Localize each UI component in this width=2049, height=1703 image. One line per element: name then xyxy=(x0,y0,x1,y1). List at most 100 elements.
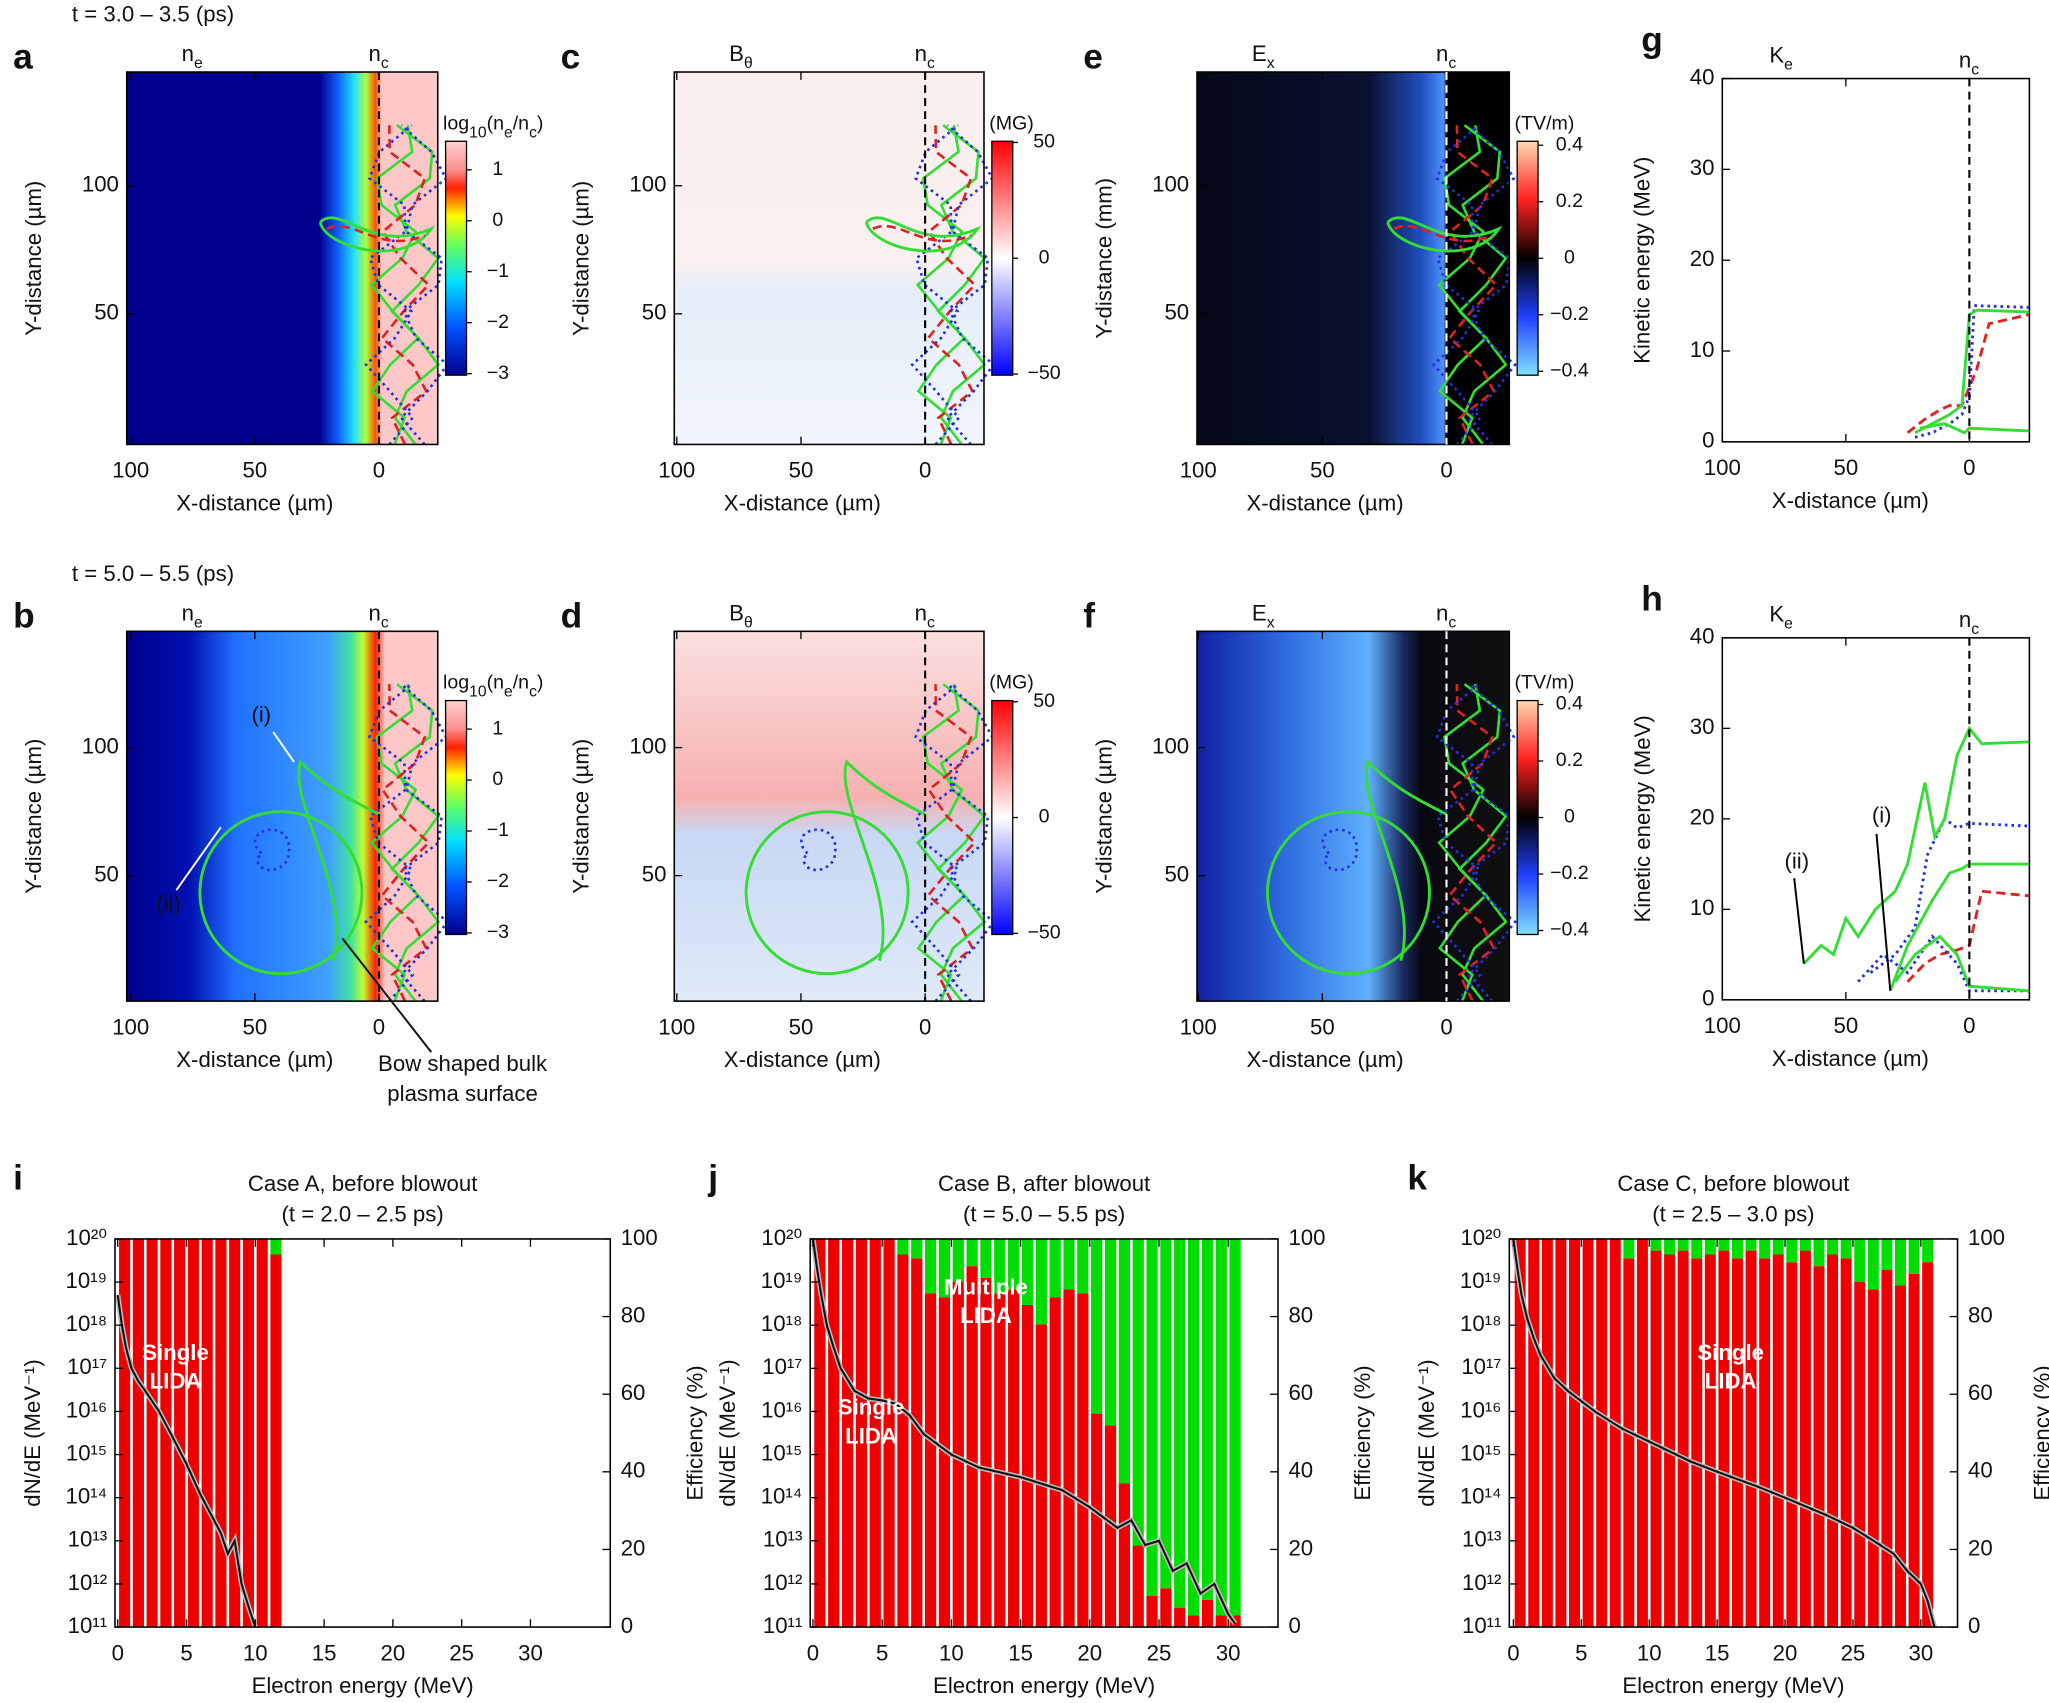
trace xyxy=(1857,934,2029,993)
trajectory xyxy=(800,828,837,872)
efficiency-bar xyxy=(1799,1250,1811,1628)
efficiency-bar xyxy=(1118,1238,1130,1484)
y-tick-label: 0 xyxy=(1288,1613,1300,1638)
efficiency-bar xyxy=(966,1238,978,1267)
trace xyxy=(1869,816,2029,974)
colorbar-tick-label: 0.4 xyxy=(1556,133,1583,155)
y-tick-label: 30 xyxy=(1690,714,1715,739)
y-tick-label: 40 xyxy=(621,1458,646,1483)
trajectory xyxy=(910,124,961,446)
y-axis-label: Y-distance (µm) xyxy=(21,181,46,336)
efficiency-bar xyxy=(1799,1238,1811,1251)
annotation: Bow shaped bulk xyxy=(378,1051,548,1076)
annotation: Single xyxy=(1697,1340,1764,1365)
chart-title: Case B, after blowout xyxy=(938,1171,1150,1196)
y-tick-label: 10¹⁸ xyxy=(1460,1311,1501,1336)
colorbar-tick-label: 1 xyxy=(492,158,503,180)
efficiency-bar xyxy=(1008,1289,1020,1628)
x-tick-label: 20 xyxy=(1773,1640,1798,1665)
efficiency-bar xyxy=(1636,1238,1648,1628)
y-tick-label: 10¹³ xyxy=(68,1527,107,1552)
field-label-part: n xyxy=(182,600,194,625)
annotation: (i) xyxy=(251,702,271,727)
marker-label-part: c xyxy=(927,55,935,72)
efficiency-bar xyxy=(1596,1238,1608,1628)
panel-letter: h xyxy=(1641,580,1663,619)
panel-letter: e xyxy=(1083,37,1103,76)
pointer xyxy=(175,826,222,891)
marker-label: nc xyxy=(368,41,388,72)
y-tick-label: 10¹¹ xyxy=(68,1613,107,1638)
marker-label-part: n xyxy=(915,600,927,625)
annotation: Multiple xyxy=(944,1274,1028,1299)
time-label: t = 5.0 – 5.5 (ps) xyxy=(72,561,234,586)
x-axis-label: X-distance (µm) xyxy=(176,490,333,515)
colorbar-label-part: e xyxy=(504,683,513,700)
x-tick-label: 50 xyxy=(789,458,814,483)
colorbar-label-part: /n xyxy=(513,112,529,134)
trajectory xyxy=(390,124,441,446)
y2-axis-label: Efficiency (%) xyxy=(1350,1365,1375,1500)
efficiency-bar xyxy=(924,1293,937,1628)
colorbar-label-part: (TV/m) xyxy=(1515,112,1575,134)
efficiency-bar xyxy=(1840,1238,1852,1259)
y-tick-label: 10¹⁸ xyxy=(761,1311,802,1336)
efficiency-bar xyxy=(1827,1238,1839,1255)
colorbar-tick-label: −0.2 xyxy=(1550,862,1589,884)
plot-frame xyxy=(125,630,439,1002)
efficiency-bar xyxy=(1813,1238,1825,1267)
field-label: ne xyxy=(182,41,203,72)
efficiency-bar xyxy=(1215,1615,1227,1628)
spectrum xyxy=(116,1294,257,1628)
efficiency-bar xyxy=(1704,1238,1716,1255)
efficiency-bar xyxy=(897,1238,909,1255)
colorbar-tick-label: −3 xyxy=(487,362,509,384)
y-tick-label: 100 xyxy=(621,1225,658,1250)
efficiency-bar xyxy=(1229,1238,1241,1616)
efficiency-bar xyxy=(1146,1238,1158,1597)
efficiency-bar xyxy=(1201,1238,1214,1600)
x-tick-label: 100 xyxy=(112,1014,149,1039)
y-tick-label: 80 xyxy=(1968,1302,1993,1327)
efficiency-bar xyxy=(1104,1238,1117,1426)
y-tick-label: 10¹⁹ xyxy=(761,1268,803,1293)
efficiency-bar xyxy=(1650,1250,1662,1628)
marker-label: nc xyxy=(915,41,935,72)
colorbar-label: (TV/m) xyxy=(1515,112,1575,134)
colorbar-label-part: (MG) xyxy=(989,112,1034,134)
efficiency-bar xyxy=(270,1254,282,1628)
colorbar xyxy=(1516,140,1539,376)
time-label: t = 3.0 – 3.5 (ps) xyxy=(72,2,234,27)
spectrum xyxy=(1512,1238,1936,1628)
trajectory xyxy=(369,125,420,445)
y-tick-label: 20 xyxy=(1288,1535,1313,1560)
y-tick-label: 10¹⁴ xyxy=(66,1484,108,1509)
y-tick-label: 10 xyxy=(1690,895,1715,920)
field-map xyxy=(1196,631,1510,1002)
efficiency-bar xyxy=(938,1297,951,1628)
marker-label-part: c xyxy=(1971,61,1979,78)
colorbar-label-part: 10 xyxy=(469,124,487,141)
trajectory xyxy=(1266,810,1431,976)
colorbar xyxy=(444,140,468,376)
efficiency-bar xyxy=(1691,1238,1703,1259)
marker-label-part: c xyxy=(1448,614,1456,631)
x-tick-label: 50 xyxy=(242,1014,267,1039)
annotation: LIDA xyxy=(150,1369,202,1394)
y-tick-label: 50 xyxy=(94,861,119,886)
x-axis-label: X-distance (µm) xyxy=(1246,490,1403,515)
field-map xyxy=(1196,72,1510,445)
efficiency-bar xyxy=(980,1277,992,1628)
efficiency-bar xyxy=(1077,1293,1089,1628)
field-map xyxy=(674,631,984,1002)
y-tick-label: 10¹⁹ xyxy=(1460,1268,1502,1293)
y-tick-label: 40 xyxy=(1690,624,1715,649)
y-tick-label: 20 xyxy=(1690,246,1715,271)
efficiency-bar xyxy=(1008,1238,1020,1290)
annotation: LIDA xyxy=(845,1423,897,1448)
trajectory xyxy=(864,216,982,253)
y2-axis-label: Efficiency (%) xyxy=(2030,1365,2049,1500)
field-map xyxy=(126,72,438,445)
